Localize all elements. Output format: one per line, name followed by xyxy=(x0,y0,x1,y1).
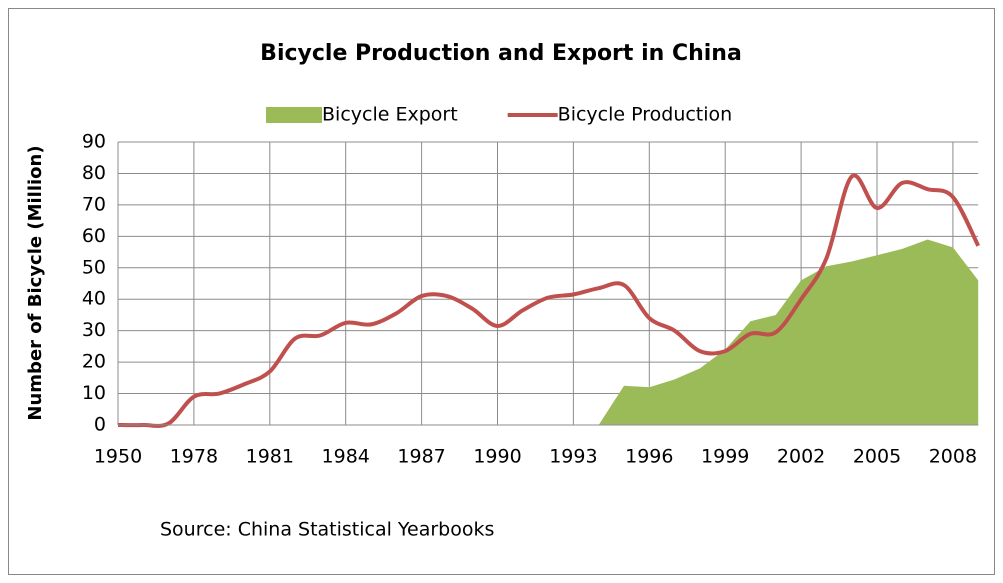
source-note: Source: China Statistical Yearbooks xyxy=(160,519,494,541)
y-tick-label: 70 xyxy=(82,193,106,215)
y-tick-label: 80 xyxy=(82,162,106,184)
x-tick-label: 2008 xyxy=(929,446,977,468)
x-tick-label: 1984 xyxy=(322,446,370,468)
x-tick-label: 1978 xyxy=(170,446,218,468)
chart-title: Bicycle Production and Export in China xyxy=(260,41,742,66)
x-tick-label: 1950 xyxy=(94,446,142,468)
y-tick-label: 10 xyxy=(82,382,106,404)
y-tick-label: 90 xyxy=(82,131,106,153)
y-tick-label: 0 xyxy=(94,414,106,436)
x-tick-label: 1981 xyxy=(246,446,294,468)
y-tick-label: 50 xyxy=(82,256,106,278)
x-tick-label: 1990 xyxy=(473,446,521,468)
x-tick-label: 2002 xyxy=(777,446,825,468)
legend-label: Bicycle Production xyxy=(558,104,733,126)
x-tick-label: 1993 xyxy=(549,446,597,468)
y-tick-label: 60 xyxy=(82,225,106,247)
legend-swatch xyxy=(266,107,322,123)
y-axis-label: Number of Bicycle (Million) xyxy=(25,145,46,420)
y-tick-label: 20 xyxy=(82,351,106,373)
legend-label: Bicycle Export xyxy=(322,104,458,126)
y-tick-label: 30 xyxy=(82,319,106,341)
production-line xyxy=(117,173,980,428)
export-area xyxy=(598,239,979,425)
x-tick-label: 1999 xyxy=(701,446,749,468)
y-tick-label: 40 xyxy=(82,288,106,310)
x-tick-label: 2005 xyxy=(853,446,901,468)
x-tick-label: 1987 xyxy=(397,446,445,468)
x-tick-label: 1996 xyxy=(625,446,673,468)
